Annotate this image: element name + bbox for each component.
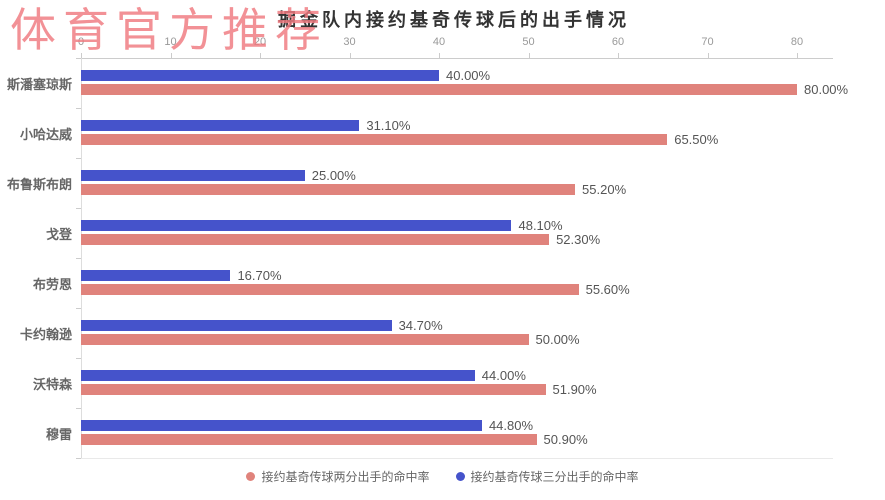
- x-tick-mark: [618, 53, 619, 58]
- bar-value-label: 55.60%: [585, 282, 630, 297]
- bar-two-point: [81, 234, 550, 245]
- bar-three-point: [81, 420, 482, 431]
- category-label: 沃特森: [32, 376, 72, 392]
- x-tick-label: 40: [432, 36, 446, 48]
- bar-three-point: [81, 120, 360, 131]
- x-tick-label: 10: [164, 36, 177, 48]
- bar-two-point: [81, 334, 529, 345]
- category-label: 穆雷: [45, 426, 72, 442]
- y-tick-mark: [76, 458, 81, 459]
- x-tick-mark: [528, 53, 530, 58]
- y-tick-mark: [76, 408, 81, 409]
- category-label: 斯潘塞琼斯: [6, 76, 72, 92]
- bar-value-label: 50.90%: [543, 432, 588, 447]
- x-tick-mark: [260, 53, 261, 58]
- bar-three-point: [81, 170, 305, 181]
- y-tick-mark: [76, 108, 81, 109]
- legend: 接约基奇传球两分出手的命中率 接约基奇传球三分出手的命中率: [0, 468, 885, 485]
- legend-item-two-point[interactable]: 接约基奇传球两分出手的命中率: [246, 468, 430, 485]
- y-tick-mark: [76, 258, 81, 259]
- bar-value-label: 65.50%: [674, 132, 719, 147]
- x-tick-label: 0: [77, 36, 85, 48]
- y-axis-line: [81, 58, 82, 458]
- x-tick-mark: [707, 53, 709, 58]
- bar-two-point: [81, 84, 797, 95]
- bar-two-point: [81, 134, 668, 145]
- legend-dot-two-point-icon: [246, 472, 256, 481]
- bar-three-point: [81, 320, 392, 331]
- bar-two-point: [81, 284, 579, 295]
- x-axis-line: [81, 58, 833, 59]
- x-tick-mark: [797, 53, 798, 58]
- category-label: 布劳恩: [32, 276, 72, 292]
- chart-title: 掘金队内接约基奇传球后的出手情况: [278, 10, 630, 30]
- bar-value-label: 16.70%: [237, 268, 282, 283]
- legend-item-three-point[interactable]: 接约基奇传球三分出手的命中率: [455, 468, 639, 485]
- y-tick-mark: [76, 358, 81, 359]
- x-tick-mark: [170, 53, 172, 58]
- x-tick-label: 60: [611, 36, 625, 48]
- bar-value-label: 44.80%: [488, 418, 534, 433]
- bar-value-label: 31.10%: [366, 118, 411, 133]
- category-label: 小哈达威: [19, 126, 72, 142]
- bar-value-label: 51.90%: [552, 382, 597, 397]
- bar-value-label: 34.70%: [398, 318, 443, 333]
- y-tick-mark: [76, 58, 81, 59]
- y-tick-mark: [76, 308, 81, 309]
- bar-three-point: [81, 270, 231, 281]
- x-tick-label: 70: [701, 36, 714, 48]
- bar-three-point: [81, 70, 439, 81]
- x-tick-mark: [439, 53, 440, 58]
- y-tick-mark: [76, 158, 81, 159]
- bar-two-point: [81, 384, 546, 395]
- category-label: 卡约翰逊: [19, 326, 72, 342]
- bar-value-label: 80.00%: [804, 82, 849, 97]
- bar-value-label: 40.00%: [446, 68, 491, 83]
- plot-bottom-line: [81, 458, 833, 459]
- bar-three-point: [81, 370, 475, 381]
- x-tick-label: 80: [790, 36, 804, 48]
- bar-value-label: 44.00%: [481, 368, 526, 383]
- bar-value-label: 52.30%: [556, 232, 601, 247]
- x-tick-label: 30: [343, 36, 356, 48]
- bar-two-point: [81, 184, 576, 195]
- category-label: 戈登: [45, 226, 72, 242]
- bar-value-label: 50.00%: [535, 332, 580, 347]
- x-tick-label: 20: [253, 36, 267, 48]
- y-tick-mark: [76, 208, 81, 209]
- category-label: 布鲁斯布朗: [6, 176, 72, 192]
- x-tick-mark: [81, 53, 82, 58]
- x-tick-mark: [349, 53, 351, 58]
- x-tick-label: 50: [522, 36, 535, 48]
- legend-dot-three-point-icon: [455, 472, 465, 481]
- bar-three-point: [81, 220, 512, 231]
- legend-label-two-point: 接约基奇传球两分出手的命中率: [261, 470, 430, 484]
- bar-value-label: 25.00%: [311, 168, 356, 183]
- bar-two-point: [81, 434, 537, 445]
- legend-label-three-point: 接约基奇传球三分出手的命中率: [470, 470, 639, 484]
- bar-value-label: 48.10%: [518, 218, 563, 233]
- bar-value-label: 55.20%: [582, 182, 627, 197]
